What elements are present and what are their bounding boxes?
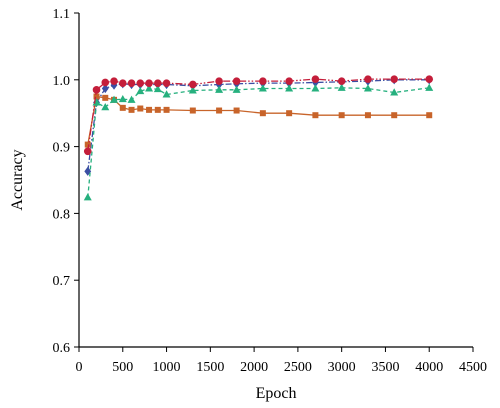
data-point	[92, 86, 101, 94]
data-point	[286, 110, 293, 117]
x-tick-label: 1500	[196, 360, 224, 375]
axes	[78, 13, 473, 348]
data-point	[110, 80, 118, 90]
data-point	[128, 106, 135, 113]
x-tick-label: 1000	[153, 360, 181, 375]
data-point	[162, 79, 171, 87]
data-point	[425, 75, 434, 83]
x-tick-label: 3000	[328, 360, 356, 375]
data-point	[93, 93, 100, 100]
data-point	[259, 110, 266, 117]
y-ticks: 0.6 0.7 0.8 0.9 1.0 1.1	[53, 7, 79, 356]
x-tick-label: 2500	[284, 360, 312, 375]
data-point	[285, 77, 293, 85]
data-point	[163, 106, 170, 113]
series-layer	[83, 75, 434, 201]
series-4	[83, 75, 434, 156]
data-point	[145, 84, 154, 92]
data-point	[259, 77, 267, 85]
data-point	[390, 88, 399, 96]
data-point	[118, 79, 127, 87]
data-point	[189, 107, 196, 114]
data-point	[101, 102, 110, 111]
data-point	[364, 112, 371, 119]
data-point	[101, 78, 110, 87]
data-point	[285, 84, 294, 92]
data-point	[110, 77, 118, 85]
data-point	[154, 79, 162, 87]
data-point	[101, 83, 109, 94]
data-point	[312, 112, 319, 119]
data-point	[145, 79, 153, 87]
y-axis-title: Accuracy	[9, 149, 26, 210]
data-point	[258, 84, 267, 92]
data-point	[233, 107, 240, 114]
x-tick-label: 0	[76, 360, 83, 375]
x-tick-label: 3500	[371, 360, 399, 375]
y-tick-label: 1.1	[53, 7, 71, 22]
series-line	[87, 87, 430, 198]
data-point	[153, 84, 162, 93]
data-point	[137, 105, 144, 112]
data-point	[311, 75, 320, 83]
data-point	[364, 75, 372, 83]
data-point	[215, 85, 224, 93]
y-tick-label: 0.6	[53, 341, 71, 356]
data-point	[127, 95, 136, 103]
data-point	[232, 85, 241, 93]
series-line	[87, 95, 430, 145]
data-point	[391, 112, 398, 119]
data-point	[311, 84, 320, 92]
data-point	[188, 86, 197, 94]
y-tick-label: 0.7	[53, 274, 71, 289]
data-point	[83, 193, 92, 201]
series-1	[84, 75, 433, 176]
data-point	[426, 112, 433, 119]
data-point	[110, 95, 119, 103]
data-point	[84, 141, 91, 148]
x-tick-label: 500	[112, 360, 133, 375]
data-point	[337, 77, 346, 85]
data-point	[425, 83, 434, 91]
data-point	[102, 94, 109, 101]
data-point	[162, 90, 171, 98]
y-tick-label: 0.8	[53, 207, 71, 222]
data-point	[146, 106, 153, 113]
data-point	[127, 79, 136, 87]
data-point	[83, 147, 92, 156]
data-point	[136, 79, 145, 87]
data-point	[119, 104, 126, 111]
x-ticks: 0 500 1000 1500 2000 2500 3000 3500 4000 4500	[76, 347, 487, 375]
data-point	[216, 107, 223, 114]
data-point	[390, 75, 399, 83]
series-2	[84, 93, 433, 148]
data-point	[338, 112, 345, 119]
x-tick-label: 4000	[415, 360, 443, 375]
y-tick-label: 0.9	[53, 141, 71, 156]
data-point	[118, 94, 127, 103]
data-point	[136, 86, 145, 95]
y-tick-label: 1.0	[53, 74, 71, 89]
data-point	[215, 77, 223, 85]
series-3	[83, 83, 434, 201]
data-point	[363, 84, 372, 92]
data-point	[232, 77, 241, 85]
x-tick-label: 4500	[459, 360, 487, 375]
data-point	[189, 80, 197, 89]
x-tick-label: 2000	[240, 360, 268, 375]
data-point	[337, 83, 346, 91]
x-axis-title: Epoch	[256, 385, 297, 402]
data-point	[154, 106, 161, 113]
